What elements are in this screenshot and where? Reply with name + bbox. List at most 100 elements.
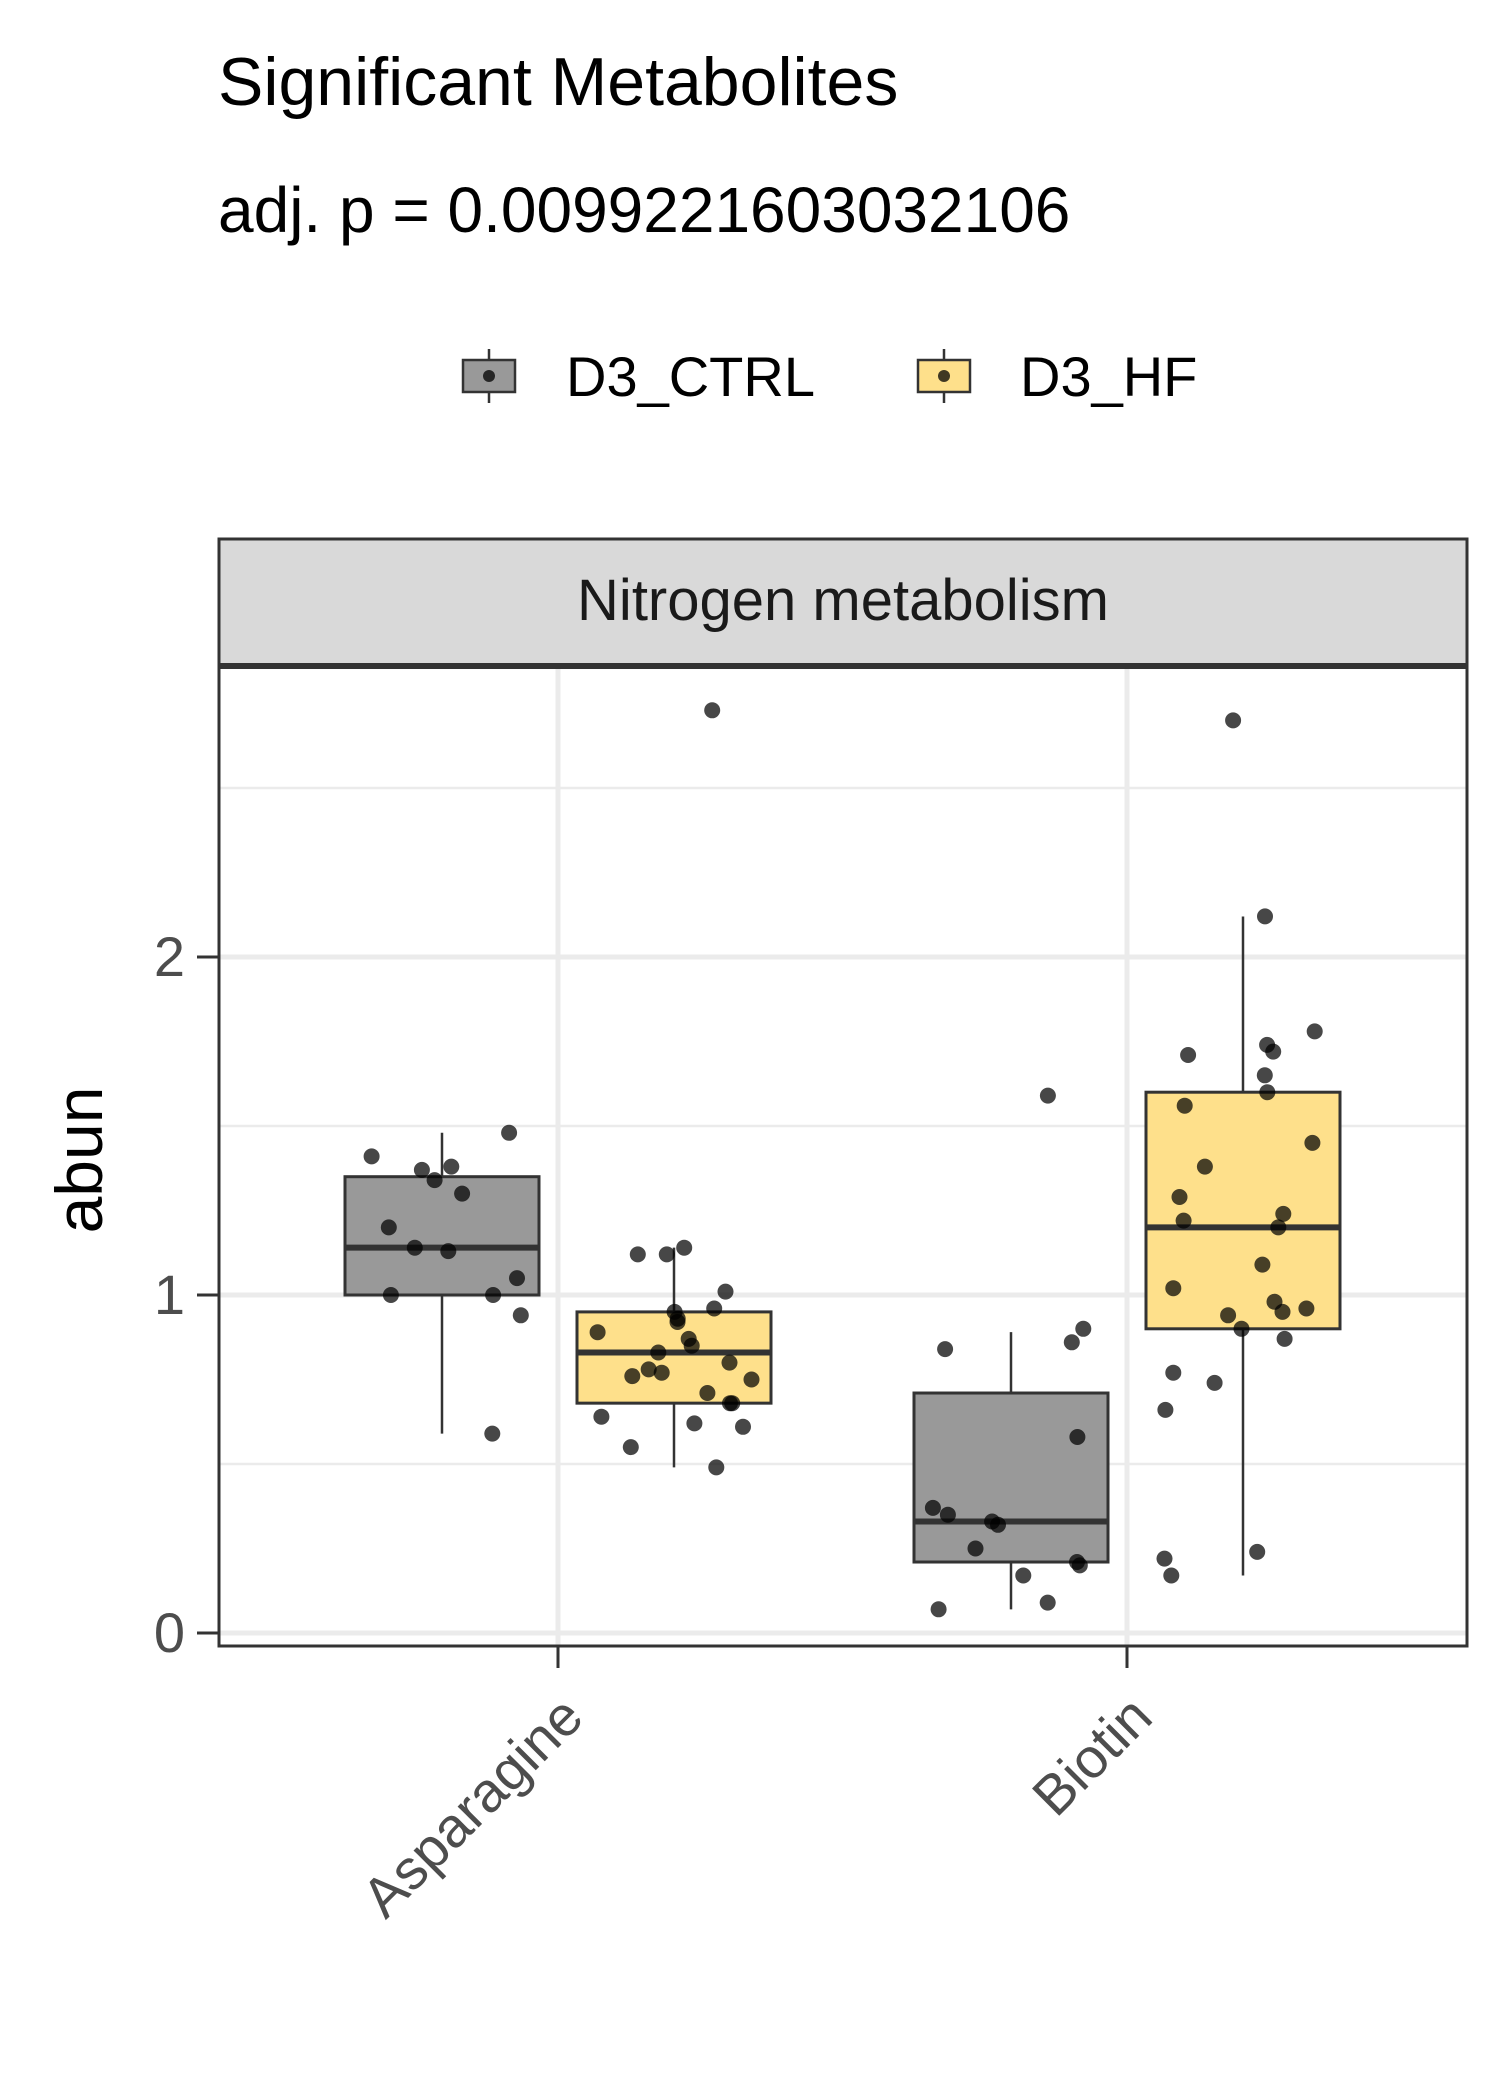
point-d3-hf-biotin-6 <box>1256 1067 1273 1084</box>
point-d3-ctrl-biotin-5 <box>924 1499 941 1516</box>
point-d3-hf-biotin-25 <box>1157 1401 1174 1418</box>
point-d3-hf-biotin-18 <box>1298 1300 1315 1317</box>
point-d3-ctrl-asparagine-11 <box>382 1287 399 1303</box>
point-d3-hf-asparagine-18 <box>699 1385 716 1401</box>
point-d3-hf-asparagine-25 <box>708 1459 725 1476</box>
point-d3-ctrl-asparagine-3 <box>413 1161 430 1178</box>
point-d3-ctrl-biotin-13 <box>1039 1594 1056 1611</box>
point-d3-ctrl-asparagine-8 <box>440 1243 457 1260</box>
point-d3-ctrl-asparagine-1 <box>363 1148 380 1165</box>
x-axis: Asparagine Biotin <box>350 1646 1164 1929</box>
point-d3-ctrl-biotin-3 <box>937 1341 954 1358</box>
point-d3-hf-asparagine-21 <box>593 1408 610 1425</box>
point-d3-ctrl-biotin-1 <box>1075 1320 1092 1337</box>
legend-item-ctrl: D3_CTRL <box>461 345 815 408</box>
point-d3-hf-biotin-10 <box>1196 1158 1213 1175</box>
legend: D3_CTRL D3_HF <box>461 345 1197 408</box>
point-d3-ctrl-asparagine-6 <box>380 1219 397 1236</box>
point-d3-hf-biotin-11 <box>1171 1189 1188 1205</box>
point-d3-hf-biotin-2 <box>1306 1023 1323 1040</box>
point-d3-hf-biotin-0 <box>1225 712 1242 729</box>
point-d3-ctrl-biotin-12 <box>1015 1567 1032 1584</box>
point-d3-hf-asparagine-14 <box>640 1361 657 1378</box>
legend-label-ctrl: D3_CTRL <box>566 345 815 408</box>
point-d3-hf-biotin-20 <box>1220 1307 1237 1324</box>
point-d3-hf-asparagine-5 <box>706 1300 723 1317</box>
point-d3-ctrl-asparagine-9 <box>509 1270 525 1287</box>
legend-label-hf: D3_HF <box>1020 345 1197 408</box>
point-d3-hf-biotin-15 <box>1254 1256 1271 1273</box>
point-d3-ctrl-biotin-4 <box>1069 1429 1086 1445</box>
x-tick-label-biotin: Biotin <box>1020 1684 1164 1828</box>
point-d3-hf-asparagine-15 <box>653 1364 670 1381</box>
chart-title: Significant Metabolites <box>218 44 898 120</box>
point-d3-hf-biotin-19 <box>1274 1303 1291 1320</box>
point-d3-hf-biotin-13 <box>1175 1212 1192 1229</box>
plot-panel <box>217 663 1469 1648</box>
point-d3-hf-biotin-26 <box>1249 1543 1266 1560</box>
point-d3-ctrl-asparagine-13 <box>484 1425 501 1442</box>
facet-strip: Nitrogen metabolism <box>217 537 1469 668</box>
box-d3-ctrl-asparagine <box>343 1175 541 1297</box>
point-d3-hf-asparagine-4 <box>717 1283 734 1300</box>
box-d3-ctrl-biotin <box>912 1391 1110 1564</box>
point-d3-hf-biotin-22 <box>1276 1330 1293 1347</box>
point-d3-hf-biotin-7 <box>1259 1084 1276 1101</box>
point-d3-hf-asparagine-23 <box>735 1418 751 1435</box>
point-d3-ctrl-biotin-11 <box>1071 1557 1088 1574</box>
legend-key-ctrl-dot <box>483 370 495 382</box>
point-d3-hf-asparagine-9 <box>589 1324 606 1341</box>
point-d3-hf-biotin-9 <box>1304 1134 1321 1151</box>
point-d3-hf-asparagine-1 <box>676 1239 693 1256</box>
point-d3-hf-biotin-1 <box>1257 908 1273 925</box>
point-d3-hf-biotin-4 <box>1265 1043 1282 1060</box>
y-axis: 0 1 2 <box>154 925 219 1664</box>
point-d3-ctrl-asparagine-12 <box>512 1307 529 1324</box>
point-d3-ctrl-biotin-6 <box>939 1506 956 1523</box>
chart-subtitle: adj. p = 0.0099221603032106 <box>218 174 1070 246</box>
y-tick-label-2: 2 <box>154 925 185 988</box>
point-d3-hf-asparagine-17 <box>743 1371 760 1388</box>
y-axis-title: abun <box>42 1087 116 1234</box>
point-d3-hf-asparagine-16 <box>624 1368 641 1385</box>
points <box>363 702 1323 1618</box>
point-d3-hf-asparagine-13 <box>721 1354 738 1371</box>
point-d3-hf-asparagine-12 <box>650 1344 667 1361</box>
x-tick-label-asparagine: Asparagine <box>350 1684 595 1929</box>
facet-strip-background <box>217 537 1469 668</box>
point-d3-hf-asparagine-2 <box>658 1246 675 1263</box>
point-d3-hf-asparagine-3 <box>629 1246 646 1263</box>
point-d3-hf-asparagine-11 <box>683 1337 700 1354</box>
legend-item-hf: D3_HF <box>916 345 1197 408</box>
point-d3-ctrl-asparagine-2 <box>443 1158 460 1175</box>
point-d3-hf-biotin-23 <box>1165 1364 1182 1381</box>
point-d3-hf-biotin-14 <box>1270 1219 1287 1236</box>
point-d3-hf-biotin-24 <box>1206 1374 1223 1391</box>
point-d3-ctrl-biotin-9 <box>967 1540 984 1557</box>
point-d3-ctrl-biotin-8 <box>990 1516 1006 1533</box>
point-d3-ctrl-biotin-14 <box>930 1601 947 1618</box>
point-d3-hf-biotin-21 <box>1233 1320 1250 1337</box>
point-d3-ctrl-biotin-0 <box>1039 1087 1056 1104</box>
point-d3-hf-biotin-16 <box>1165 1280 1182 1297</box>
legend-key-hf-dot <box>938 370 950 382</box>
point-d3-hf-asparagine-20 <box>722 1395 738 1412</box>
point-d3-ctrl-asparagine-4 <box>426 1172 443 1189</box>
point-d3-ctrl-asparagine-5 <box>454 1185 471 1202</box>
point-d3-hf-biotin-27 <box>1156 1550 1173 1567</box>
point-d3-ctrl-asparagine-0 <box>501 1124 518 1141</box>
point-d3-hf-biotin-5 <box>1180 1047 1197 1063</box>
point-d3-ctrl-asparagine-10 <box>485 1287 502 1303</box>
point-d3-hf-biotin-12 <box>1275 1205 1292 1222</box>
point-d3-ctrl-biotin-2 <box>1063 1334 1080 1351</box>
point-d3-hf-asparagine-24 <box>622 1439 639 1456</box>
y-tick-label-1: 1 <box>154 1263 185 1326</box>
point-d3-ctrl-asparagine-7 <box>406 1239 423 1256</box>
point-d3-hf-biotin-28 <box>1163 1567 1180 1584</box>
point-d3-hf-asparagine-0 <box>704 702 721 719</box>
point-d3-hf-asparagine-22 <box>686 1415 703 1432</box>
point-d3-hf-asparagine-8 <box>669 1314 686 1330</box>
point-d3-hf-biotin-8 <box>1176 1097 1193 1114</box>
facet-label: Nitrogen metabolism <box>577 568 1109 633</box>
